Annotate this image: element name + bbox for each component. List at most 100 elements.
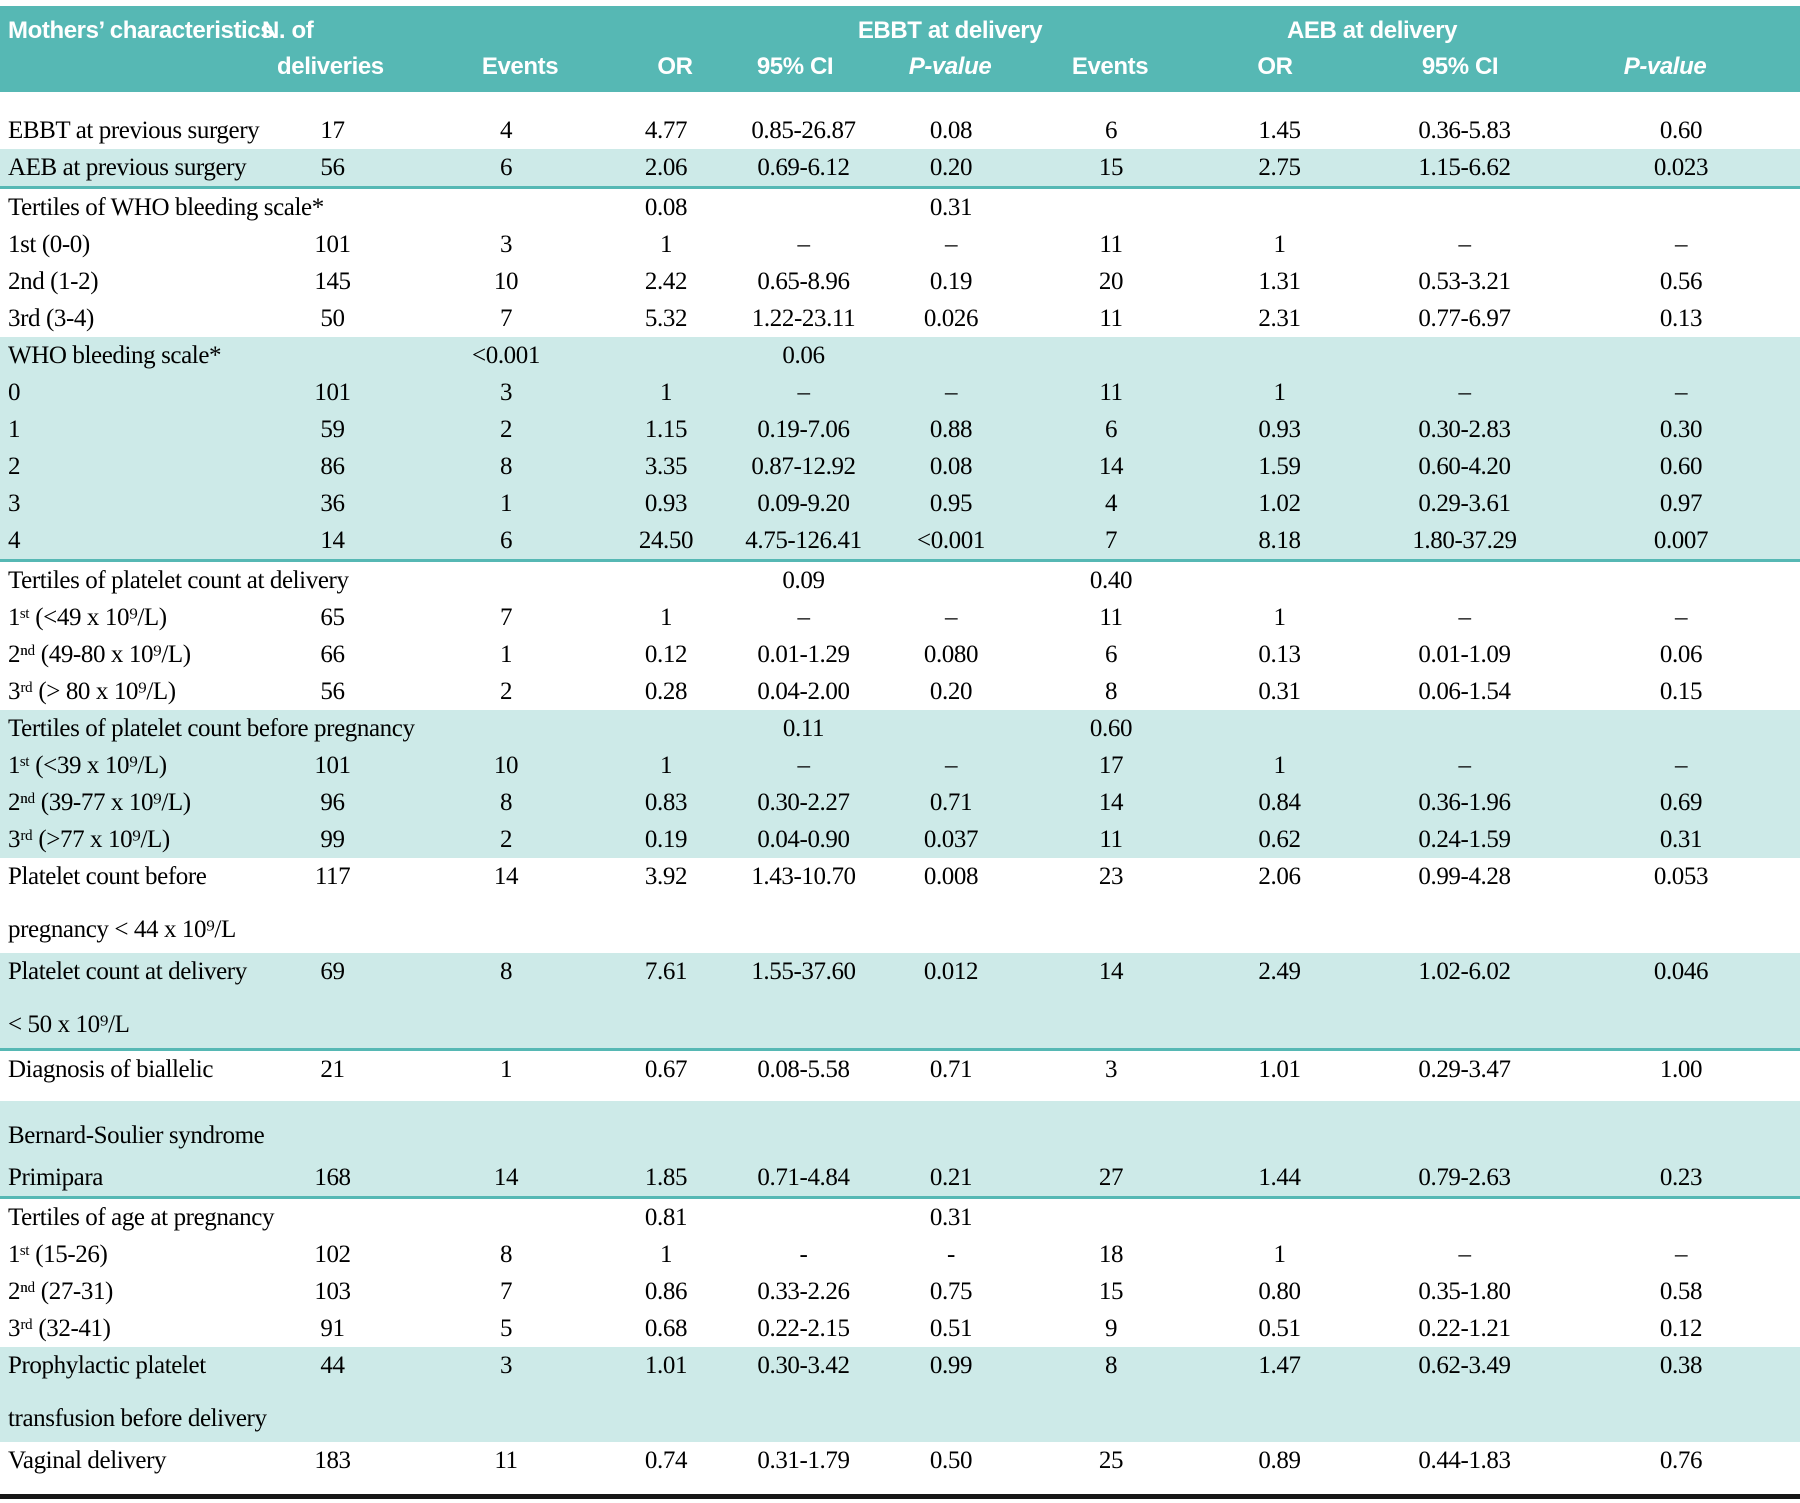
cell: 0.08 — [644, 193, 688, 221]
cell: 1 — [1273, 603, 1286, 631]
header-aeb-events: Events — [1071, 53, 1149, 80]
cell: 0.026 — [923, 304, 979, 332]
cell: 0.36-5.83 — [1418, 116, 1511, 144]
cell: 1.80-37.29 — [1367, 522, 1562, 562]
table-row: 2ⁿᵈ (39-77 x 10⁹/L) 96 8 0.83 0.30-2.27 0.71 1… — [0, 784, 1800, 821]
row-label: Tertiles of age at pregnancy — [8, 1203, 275, 1231]
cell: 69 — [250, 953, 415, 990]
row-label: 2nd (1-2) — [8, 267, 99, 295]
cell: 1.02-6.02 — [1367, 953, 1562, 990]
cell: 0.97 — [1562, 485, 1800, 522]
table-row: WHO bleeding scale* <0.001 0.06 — [0, 337, 1800, 374]
cell: 0.23 — [1562, 1159, 1800, 1199]
cell: 1.15-6.62 — [1367, 149, 1562, 189]
row-label: 3ʳᵈ (32-41) — [8, 1314, 111, 1342]
cell: 0.89 — [1258, 1446, 1301, 1474]
cell: 0.01-1.29 — [757, 640, 850, 668]
cell: 7 — [499, 1277, 513, 1305]
row-label: Tertiles of platelet count before pregna… — [0, 710, 415, 747]
table-row: 3ʳᵈ (> 80 x 10⁹/L) 56 2 0.28 0.04-2.00 0.20 8 0… — [0, 673, 1800, 710]
cell: 1.00 — [1659, 1055, 1703, 1083]
cell: 0.31 — [1258, 677, 1301, 705]
cell: 1 — [1192, 374, 1367, 411]
row-label: Diagnosis of biallelic — [8, 1055, 214, 1083]
cell: 96 — [250, 784, 415, 821]
cell: 0.080 — [923, 640, 979, 668]
cell: 5 — [499, 1314, 513, 1342]
cell: 0.99-4.28 — [1418, 862, 1511, 890]
cell: 101 — [250, 747, 415, 784]
cell: 0.51 — [929, 1314, 973, 1342]
cell: 0.13 — [1659, 304, 1703, 332]
cell: 1 — [1192, 747, 1367, 784]
cell: 0.04-2.00 — [757, 677, 850, 705]
cell: 0.83 — [597, 784, 735, 821]
cell — [1192, 990, 1367, 1051]
cell — [415, 710, 597, 747]
cell: 0.56 — [1659, 267, 1703, 295]
header-aeb-pvalue: P-value — [1623, 53, 1707, 80]
cell — [597, 1384, 735, 1442]
cell: 0.40 — [1089, 566, 1133, 594]
cell: 56 — [320, 677, 345, 705]
cell: 21 — [320, 1055, 345, 1083]
cell: 14 — [1030, 448, 1192, 485]
row-label: 0 — [0, 374, 250, 411]
cell — [1030, 337, 1192, 374]
cell: – — [797, 603, 810, 631]
cell: 0.81 — [644, 1203, 688, 1231]
cell: 0.06 — [1659, 640, 1703, 668]
cell: 0.19 — [597, 821, 735, 858]
header-ebbt-events: Events — [481, 53, 559, 80]
cell — [250, 1198, 415, 1237]
cell: – — [1367, 374, 1562, 411]
cell: 7 — [499, 603, 513, 631]
cell: 0.19-7.06 — [735, 411, 872, 448]
cell: 1.01 — [597, 1347, 735, 1384]
cell: 0.60 — [1562, 448, 1800, 485]
cell — [872, 895, 1030, 953]
cell: 11 — [494, 1446, 518, 1474]
cell: 8 — [1030, 1347, 1192, 1384]
cell: - — [947, 1240, 955, 1268]
table-row: Tertiles of WHO bleeding scale* 0.08 0.31 — [0, 188, 1800, 227]
cell: 0.51 — [1258, 1314, 1301, 1342]
cell — [597, 1088, 735, 1159]
cell: 0.28 — [644, 677, 688, 705]
cell: 0.20 — [872, 149, 1030, 189]
cell — [415, 561, 597, 600]
cell: – — [944, 230, 958, 258]
cell: 3 — [499, 230, 513, 258]
cell: 0.24-1.59 — [1367, 821, 1562, 858]
cell: 1.55-37.60 — [735, 953, 872, 990]
cell: 4.77 — [644, 116, 688, 144]
row-label: 3 — [0, 485, 250, 522]
cell: 1 — [659, 230, 673, 258]
cell — [1367, 561, 1562, 600]
cell: 0.53-3.21 — [1418, 267, 1511, 295]
row-label: Prophylactic platelet — [0, 1347, 250, 1384]
cell: 2.49 — [1192, 953, 1367, 990]
cell — [415, 990, 597, 1051]
cell: 44 — [250, 1347, 415, 1384]
cell: 0.85-26.87 — [751, 116, 856, 144]
cell: 0.12 — [1659, 1314, 1703, 1342]
table-row: Vaginal delivery 183 11 0.74 0.31-1.79 0.50 25… — [0, 1442, 1800, 1479]
cell — [1367, 1088, 1562, 1159]
cell: 1.43-10.70 — [751, 862, 856, 890]
cell: 101 — [314, 230, 351, 258]
cell: 101 — [250, 374, 415, 411]
cell — [1192, 895, 1367, 953]
cell: 20 — [1098, 267, 1124, 295]
cell: 8 — [1104, 677, 1118, 705]
row-label: 2ⁿᵈ (39-77 x 10⁹/L) — [0, 784, 250, 821]
cell: 0.84 — [1192, 784, 1367, 821]
row-label: Platelet count before — [8, 862, 207, 890]
cell — [415, 895, 597, 953]
row-label: Tertiles of WHO bleeding scale* — [8, 193, 324, 221]
cell: – — [797, 230, 810, 258]
cell: 6 — [415, 149, 597, 189]
header-ebbt-pvalue: P-value — [908, 53, 992, 80]
table-row: 3rd (3-4) 50 7 5.32 1.22-23.11 0.026 11 2.31 0.7… — [0, 300, 1800, 337]
